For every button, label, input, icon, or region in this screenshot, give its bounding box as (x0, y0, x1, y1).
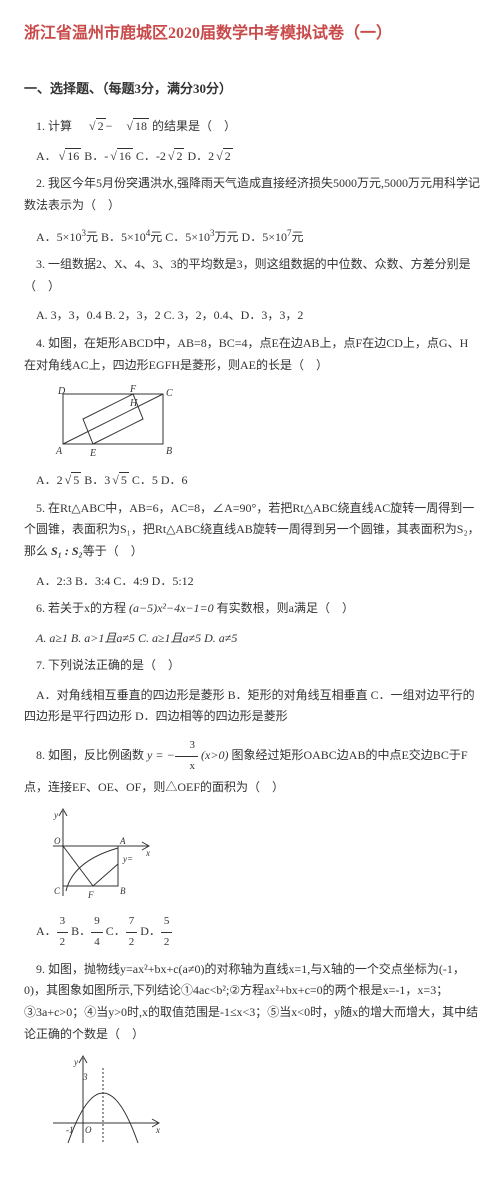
q1-opt-b-pre: B． (84, 149, 104, 163)
q8-label-b: B (120, 886, 126, 896)
q1-tail: 的结果是（ ） (152, 119, 236, 133)
q6-text: 6. 若关于x的方程 (36, 601, 126, 615)
question-2: 2. 我区今年5月份突遇洪水,强降雨天气造成直接经济损失5000万元,5000万… (24, 173, 480, 216)
q8-label-f: F (87, 890, 94, 900)
q8-label-a: A (119, 836, 126, 846)
q1-opt-c-neg: -2 (156, 149, 166, 163)
question-7: 7. 下列说法正确的是（ ） (24, 655, 480, 677)
q1-opt-c-pre: C． (136, 149, 156, 163)
q4-opt-a-sqrt: 5 (63, 470, 82, 492)
q4-label-d: D (57, 386, 66, 397)
q1-text: 1. 计算 (36, 119, 72, 133)
q8-label-yeq: y= (122, 854, 133, 864)
q9-label-three: 3 (82, 1072, 88, 1082)
q9-label-y: y (73, 1057, 78, 1067)
q4-options: A．25 B．35 C．5 D．6 (36, 470, 480, 492)
q4-label-b: B (166, 446, 172, 457)
q8-label-x: x (145, 848, 150, 858)
q7-options: A．对角线相互垂直的四边形是菱形 B．矩形的对角线互相垂直 C．一组对边平行的四… (24, 685, 480, 728)
q5-tail: 等于（ ） (83, 544, 143, 558)
exam-title: 浙江省温州市鹿城区2020届数学中考模拟试卷（一） (24, 20, 480, 49)
q3-options: A. 3，3，0.4 B. 2，3，2 C. 3，2，0.4、D．3，3，2 (36, 305, 480, 327)
q2-c-unit: 万元 D． (215, 230, 263, 244)
question-8: 8. 如图，反比例函数 y = −3x (x>0) 图象经过矩形OABC边AB的… (24, 736, 480, 798)
q8-opt-d: D． (140, 924, 161, 938)
q4-label-a: A (55, 446, 63, 457)
q8-label-c: C (54, 886, 61, 896)
q4-opt-b: B．3 (84, 473, 110, 487)
q6-tail: 有实数根，则a满足（ ） (217, 601, 354, 615)
q6-opt-b: B. a>1且a≠5 (71, 631, 135, 645)
q1-opt-a-sqrt: 16 (57, 146, 82, 168)
q1-minus: − (106, 119, 113, 133)
q2-a-base: 5×10 (57, 230, 82, 244)
q8-frac-a: 32 (57, 912, 69, 953)
q8-expr-tail: (x>0) (198, 748, 228, 762)
q2-c-base: 5×10 (185, 230, 210, 244)
q8-frac-b: 94 (91, 912, 103, 953)
q1-opt-a-pre: A． (36, 149, 57, 163)
q2-b-unit: 元 C． (150, 230, 185, 244)
q8-label-y: y (53, 810, 58, 820)
q8-opt-b: B． (71, 924, 91, 938)
q8-frac-c: 72 (126, 912, 138, 953)
q4-label-c: C (166, 388, 173, 399)
q4-opt-c: C．5 D．6 (132, 473, 188, 487)
q4-label-h: H (129, 398, 138, 409)
q8-expr-pre: y = − (147, 748, 175, 762)
q8-label-o: O (54, 836, 61, 846)
q6-expr: (a−5)x²−4x−1=0 (129, 601, 214, 615)
q8-text: 8. 如图，反比例函数 (36, 748, 144, 762)
q1-sqrt-a: 2 (75, 116, 106, 138)
q9-label-x: x (155, 1125, 160, 1135)
q8-figure: y x O A B C F y= (48, 806, 158, 906)
q6-opt-a: A. a≥1 (36, 631, 68, 645)
q9-figure: y x O -1 3 (48, 1053, 168, 1153)
q9-label-neg1: -1 (66, 1125, 74, 1135)
section-header: 一、选择题、（每题3分，满分30分） (24, 77, 480, 100)
question-3: 3. 一组数据2、X、4、3、3的平均数是3，则这组数据的中位数、众数、方差分别… (24, 254, 480, 297)
q1-sqrt-b: 18 (112, 116, 149, 138)
q5-options: A．2:3 B．3:4 C．4:9 D．5:12 (36, 571, 480, 593)
q6-opt-c: C. a≥1且a≠5 (138, 631, 201, 645)
q6-opt-d: D. a≠5 (204, 631, 237, 645)
q8-frac-d: 52 (161, 912, 173, 953)
q1-opt-d-pre: D． (187, 149, 208, 163)
q2-d-base: 5×10 (262, 230, 287, 244)
q2-b-base: 5×10 (121, 230, 146, 244)
question-6: 6. 若关于x的方程 (a−5)x²−4x−1=0 有实数根，则a满足（ ） (24, 598, 480, 620)
q2-options: A．5×103元 B．5×104元 C．5×103万元 D．5×107元 (36, 225, 480, 249)
q2-d-unit: 元 (292, 230, 304, 244)
q2-a-pre: A． (36, 230, 57, 244)
question-9: 9. 如图，抛物线y=ax²+bx+c(a≠0)的对称轴为直线x=1,与X轴的一… (24, 959, 480, 1045)
q1-opt-c-sqrt: 2 (166, 146, 185, 168)
q2-a-unit: 元 B． (86, 230, 121, 244)
q4-opt-a: A．2 (36, 473, 63, 487)
q6-options: A. a≥1 B. a>1且a≠5 C. a≥1且a≠5 D. a≠5 (36, 628, 480, 650)
q4-label-f: F (129, 384, 137, 395)
q8-expr-frac: 3x (175, 736, 199, 777)
q1-opt-d-sqrt: 2 (214, 146, 233, 168)
q1-options: A．16 B．-16 C．-22 D．22 (36, 146, 480, 168)
q8-options: A．32 B．94 C．72 D．52 (36, 912, 480, 953)
q5-ratio: S₁ : S₂ (48, 544, 83, 558)
q4-label-e: E (89, 448, 96, 459)
q8-opt-c: C． (106, 924, 126, 938)
question-4: 4. 如图，在矩形ABCD中，AB=8，BC=4，点E在边AB上，点F在边CD上… (24, 333, 480, 376)
q4-figure: D F C H A E B (48, 384, 178, 464)
q1-opt-b-sqrt: 16 (108, 146, 133, 168)
q8-opt-a: A． (36, 924, 57, 938)
q9-label-o: O (85, 1125, 92, 1135)
question-5: 5. 在Rt△ABC中，AB=6，AC=8，∠A=90°，若把Rt△ABC绕直线… (24, 498, 480, 563)
question-1: 1. 计算 2−18 的结果是（ ） (24, 116, 480, 138)
q4-opt-b-sqrt: 5 (110, 470, 129, 492)
